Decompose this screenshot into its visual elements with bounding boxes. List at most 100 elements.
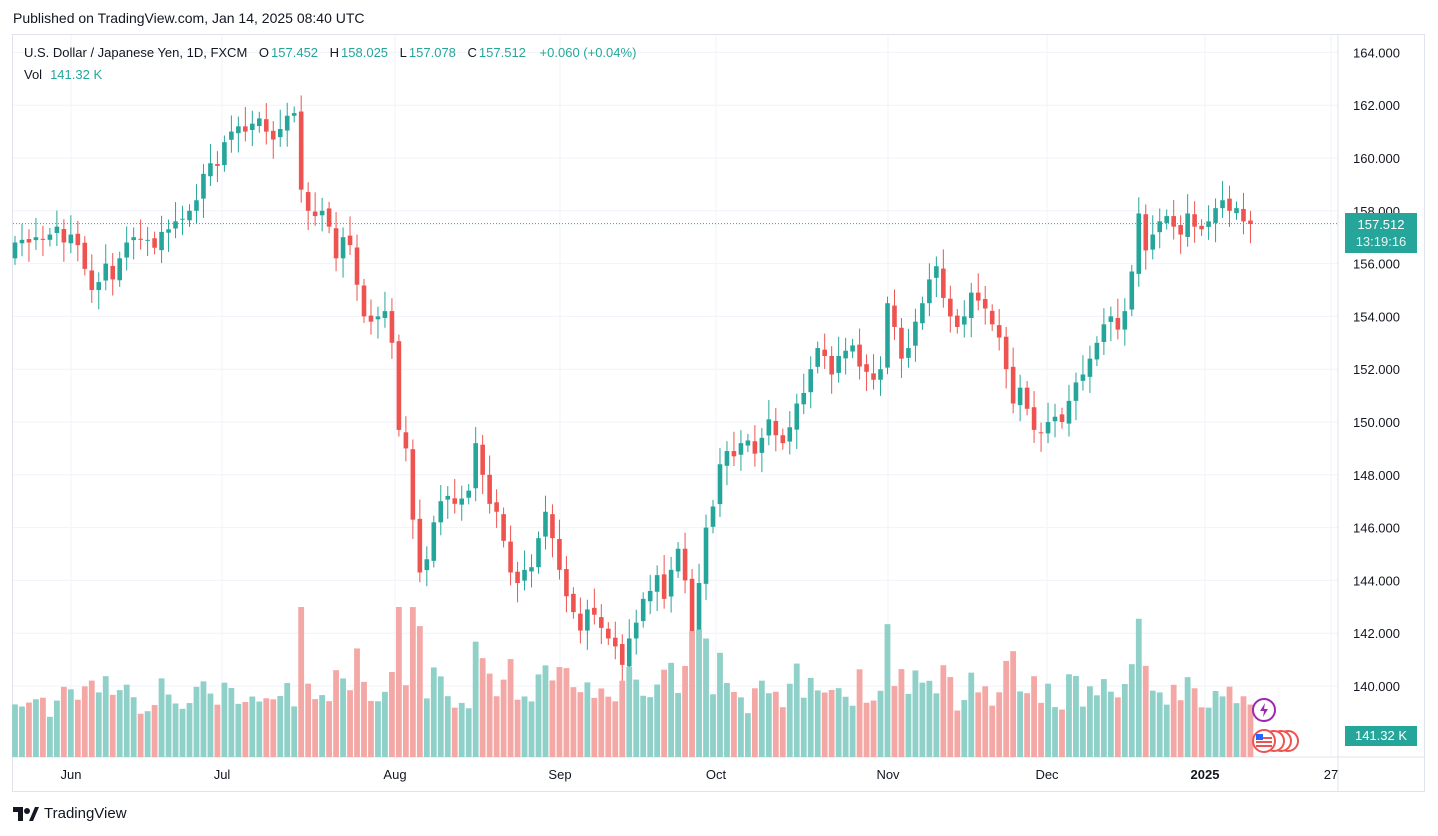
candle-body — [82, 242, 88, 269]
candle-body — [110, 265, 116, 280]
x-tick-label: Nov — [876, 767, 900, 782]
candle-body — [619, 644, 625, 665]
candle-body — [731, 451, 737, 457]
candle-body — [996, 325, 1002, 338]
candle-body — [1073, 382, 1079, 401]
candle-body — [12, 242, 18, 259]
candle-body — [885, 303, 890, 368]
y-tick-label: 148.000 — [1353, 468, 1400, 483]
volume-bar — [67, 689, 74, 757]
candle-body — [906, 348, 911, 358]
candle-body — [787, 427, 793, 442]
y-tick-label: 156.000 — [1353, 257, 1400, 272]
volume-bar — [1080, 706, 1086, 757]
volume-bar — [940, 665, 947, 757]
volume-bar — [556, 667, 563, 757]
volume-bar — [633, 679, 640, 757]
candle-body — [452, 498, 458, 504]
candle-body — [522, 569, 527, 581]
candle-body — [878, 369, 883, 380]
volume-bar — [584, 682, 591, 757]
volume-bar — [849, 705, 856, 757]
candle-body — [424, 559, 430, 571]
candle-body — [103, 263, 109, 281]
volume-bar — [396, 607, 402, 757]
volume-bar — [549, 680, 556, 757]
candle-body — [836, 356, 841, 373]
candle-body — [752, 441, 758, 454]
candle-body — [913, 321, 918, 346]
candle-body — [257, 118, 262, 127]
candle-body — [948, 298, 953, 317]
candle-body — [557, 538, 562, 570]
volume-bar — [947, 677, 954, 757]
candle-body — [857, 344, 862, 367]
y-tick-label: 140.000 — [1353, 679, 1400, 694]
candle-body — [277, 128, 283, 138]
volume-bar — [1100, 679, 1107, 757]
candle-body — [724, 451, 730, 466]
bar-countdown: 13:19:16 — [1355, 234, 1407, 249]
us-flag-events-icon[interactable] — [1250, 728, 1302, 754]
candle-body — [180, 218, 185, 220]
footer-brand[interactable]: TradingView — [13, 805, 127, 822]
last-price-tag: 157.512 13:19:16 — [1345, 213, 1417, 253]
candle-body — [131, 237, 136, 241]
candle-body — [606, 628, 611, 639]
volume-bar — [123, 684, 130, 757]
volume-bar — [319, 695, 326, 757]
candle-body — [989, 310, 995, 325]
volume-bar — [842, 696, 849, 757]
candle-body — [710, 506, 716, 527]
candle-body — [396, 341, 402, 430]
volume-bar — [1184, 677, 1191, 757]
volume-bar — [375, 701, 381, 757]
candle-body — [222, 142, 227, 166]
candle-body — [794, 403, 800, 430]
candle-body — [40, 238, 46, 240]
candle-body — [1213, 208, 1218, 223]
candle-body — [473, 443, 478, 489]
candle-body — [347, 235, 353, 246]
volume-bar — [165, 694, 172, 757]
candle-body — [1150, 234, 1156, 250]
volume-bar — [605, 696, 612, 757]
lightning-event-icon[interactable] — [1251, 697, 1279, 725]
legend-high: 158.025 — [341, 45, 389, 60]
candle-body — [1220, 200, 1225, 209]
volume-price-tag: 141.32 K — [1345, 726, 1417, 746]
candle-body — [1234, 208, 1239, 214]
volume-bar — [1219, 696, 1226, 757]
volume-bar — [312, 699, 319, 757]
volume-bar — [933, 693, 940, 757]
candle-body — [571, 593, 576, 613]
candle-body — [403, 432, 409, 449]
candle-body — [1192, 214, 1197, 227]
candle-body — [480, 444, 485, 475]
volume-bar — [423, 698, 430, 757]
volume-bar — [235, 703, 242, 757]
volume-bar — [270, 699, 277, 757]
candle-body — [801, 392, 807, 405]
volume-bar — [696, 629, 702, 757]
x-tick-label: 2025 — [1191, 767, 1220, 782]
volume-bar — [479, 658, 486, 757]
y-tick-label: 164.000 — [1353, 45, 1400, 60]
candle-body — [19, 239, 25, 244]
published-note: Published on TradingView.com, Jan 14, 20… — [13, 10, 365, 26]
volume-bar — [1010, 651, 1017, 757]
candle-body — [1185, 213, 1190, 237]
volume-bar — [430, 667, 437, 757]
candle-body — [968, 292, 974, 318]
chart-frame[interactable] — [12, 34, 1425, 792]
volume-bar — [277, 696, 284, 757]
candle-body — [1003, 336, 1009, 370]
candle-body — [1059, 414, 1065, 422]
volume-bar — [228, 688, 235, 757]
candle-body — [1248, 220, 1253, 224]
candle-body — [145, 239, 150, 241]
candle-body — [1087, 358, 1093, 377]
y-tick-label: 146.000 — [1353, 521, 1400, 536]
candle-body — [585, 609, 590, 631]
